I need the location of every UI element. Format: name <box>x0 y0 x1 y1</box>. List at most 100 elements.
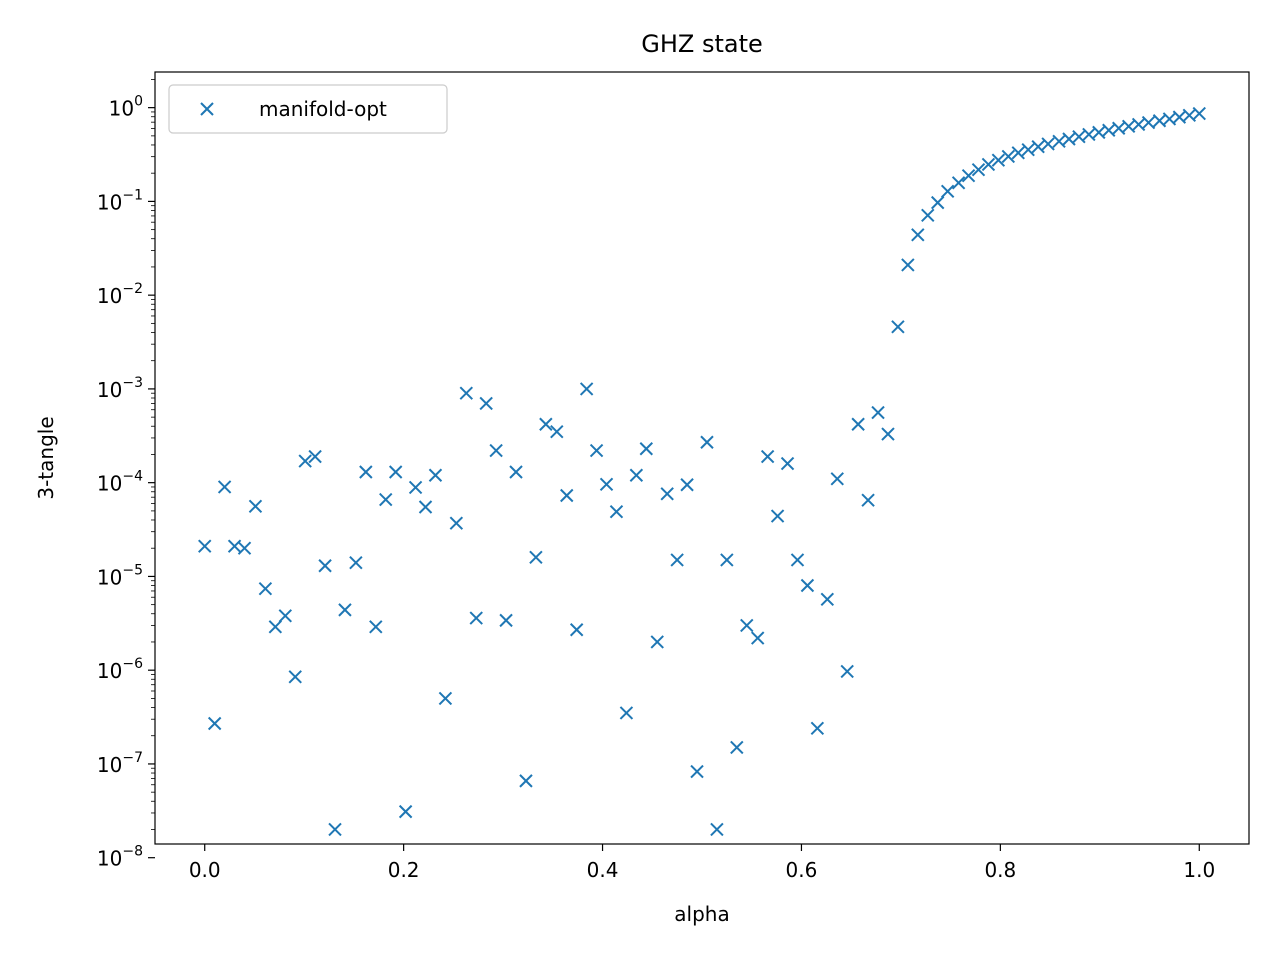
data-point <box>609 505 624 519</box>
data-point <box>298 454 312 468</box>
data-point <box>338 603 352 617</box>
data-points <box>198 106 1206 837</box>
data-point <box>1052 134 1066 149</box>
data-point <box>560 488 574 503</box>
x-tick-label: 0.4 <box>587 858 619 882</box>
data-point <box>750 631 765 645</box>
data-point <box>1082 127 1096 142</box>
data-point <box>489 443 503 458</box>
data-point <box>871 405 885 420</box>
data-point <box>770 509 785 523</box>
x-tick-label: 0.0 <box>189 858 221 882</box>
data-point <box>951 176 966 190</box>
data-point <box>248 499 263 513</box>
data-point <box>940 184 955 199</box>
data-point <box>519 774 533 788</box>
data-point <box>639 442 654 456</box>
legend-box <box>168 84 448 134</box>
data-point <box>379 492 393 507</box>
data-point <box>800 578 815 593</box>
data-point <box>268 620 283 634</box>
data-point <box>730 740 744 755</box>
y-axis-label: 3-tangle <box>34 416 58 499</box>
data-point <box>851 417 865 431</box>
y-tick-label: 10−1 <box>97 187 143 214</box>
data-point <box>680 478 694 492</box>
data-point <box>1021 142 1035 157</box>
data-point <box>529 550 543 565</box>
data-point <box>258 581 273 596</box>
legend: manifold-opt <box>168 84 448 134</box>
data-point <box>288 670 302 684</box>
data-point <box>359 465 373 479</box>
data-point <box>660 487 674 501</box>
data-point <box>901 258 915 272</box>
data-point <box>408 480 423 495</box>
data-point <box>318 559 332 573</box>
data-point <box>861 493 875 507</box>
data-point <box>961 168 976 183</box>
data-point <box>278 609 292 623</box>
data-point <box>1092 125 1106 140</box>
legend-marker <box>200 102 214 116</box>
data-point <box>830 472 844 486</box>
data-point <box>790 553 805 567</box>
data-point <box>971 162 986 177</box>
data-point <box>1031 140 1045 154</box>
data-point <box>579 382 594 396</box>
data-point <box>921 208 935 223</box>
y-tick-label: 10−4 <box>97 469 143 496</box>
data-point <box>650 635 664 649</box>
data-point <box>619 706 634 720</box>
data-point <box>198 539 212 553</box>
data-point <box>931 195 945 210</box>
data-point <box>1072 129 1086 144</box>
data-point <box>308 449 322 464</box>
plot-frame <box>154 71 1250 845</box>
data-point <box>881 427 895 441</box>
data-point <box>690 764 704 779</box>
x-tick-label: 0.8 <box>984 858 1016 882</box>
data-point <box>1041 137 1055 151</box>
data-point <box>981 157 996 172</box>
legend-label: manifold-opt <box>259 97 387 121</box>
data-point <box>1001 149 1016 164</box>
data-point <box>1062 132 1076 146</box>
data-point <box>740 618 754 633</box>
data-point <box>438 691 453 706</box>
data-point <box>629 468 644 482</box>
data-point <box>1011 146 1025 160</box>
data-point <box>369 620 383 634</box>
data-point <box>449 516 464 530</box>
data-point <box>509 465 523 479</box>
data-point <box>891 320 905 334</box>
data-point <box>760 449 775 464</box>
data-point <box>418 500 433 514</box>
data-point <box>991 153 1006 167</box>
data-point <box>398 804 413 819</box>
x-tick-label: 0.2 <box>388 858 420 882</box>
data-point <box>670 553 684 567</box>
legend-marker-x <box>200 102 214 116</box>
data-point <box>820 592 835 607</box>
data-point <box>810 721 825 736</box>
data-point <box>1141 115 1156 130</box>
chart-title: GHZ state <box>641 30 763 58</box>
data-point <box>1192 106 1206 121</box>
data-point <box>589 443 604 458</box>
data-point <box>569 623 584 637</box>
x-tick-label: 0.6 <box>786 858 818 882</box>
data-point <box>599 477 614 492</box>
data-point <box>459 386 473 400</box>
data-point <box>207 716 222 731</box>
data-point <box>710 822 724 837</box>
y-tick-label: 10−2 <box>97 281 143 308</box>
data-point <box>349 556 363 570</box>
data-point <box>428 468 443 482</box>
x-axis-label: alpha <box>674 902 729 926</box>
data-point <box>217 480 232 494</box>
data-point <box>479 396 493 411</box>
data-point <box>720 553 734 567</box>
